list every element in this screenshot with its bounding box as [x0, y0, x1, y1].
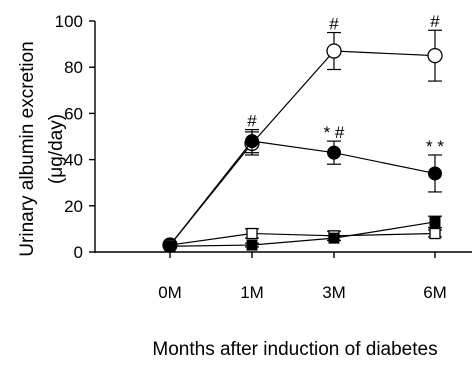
data-point-filled-square — [246, 239, 258, 251]
significance-mark: # — [247, 112, 257, 131]
series-line — [169, 140, 436, 246]
y-tick-label: 0 — [74, 243, 83, 262]
series-layer — [162, 29, 443, 253]
data-point-filled-circle — [245, 134, 259, 149]
data-point-filled-square — [429, 216, 441, 228]
series-line — [169, 221, 436, 247]
x-axis-title: Months after induction of diabetes — [152, 339, 437, 360]
y-tick-label: 40 — [64, 151, 83, 170]
data-point-open-square — [429, 227, 441, 240]
x-tick-label: 6M — [423, 283, 447, 302]
series-circle-filled — [163, 128, 442, 253]
data-point-filled-square — [164, 240, 176, 252]
axes: 0 20 40 60 80 100 0M 1M 3M 6M — [55, 12, 472, 302]
series-circle-open — [162, 29, 443, 253]
y-tick-label: 80 — [64, 58, 83, 77]
series-square-open — [163, 227, 442, 251]
data-point-open-circle — [427, 48, 443, 64]
significance-mark: # — [430, 12, 440, 31]
y-tick-label: 60 — [64, 104, 83, 123]
x-tick-label: 1M — [240, 283, 264, 302]
x-tick-label: 3M — [322, 283, 346, 302]
series-line — [169, 50, 436, 246]
y-tick-label: 100 — [55, 12, 83, 31]
data-point-filled-circle — [428, 166, 442, 181]
series-square-filled — [163, 215, 442, 252]
annotation-layer: # # # * # * * — [247, 12, 444, 156]
significance-mark: * # — [324, 123, 345, 142]
x-tick-label: 0M — [158, 283, 182, 302]
data-point-open-circle — [326, 43, 342, 59]
data-point-open-square — [246, 227, 258, 240]
series-line — [169, 232, 436, 246]
y-axis-title-line-2: (μg/day) — [46, 114, 67, 184]
y-tick-label: 20 — [64, 197, 83, 216]
data-point-filled-square — [328, 232, 340, 244]
data-point-filled-circle — [327, 145, 341, 160]
y-axis-title-line-1: Urinary albumin excretion — [17, 41, 38, 256]
significance-mark: # — [329, 15, 339, 34]
significance-mark: * * — [426, 137, 444, 156]
